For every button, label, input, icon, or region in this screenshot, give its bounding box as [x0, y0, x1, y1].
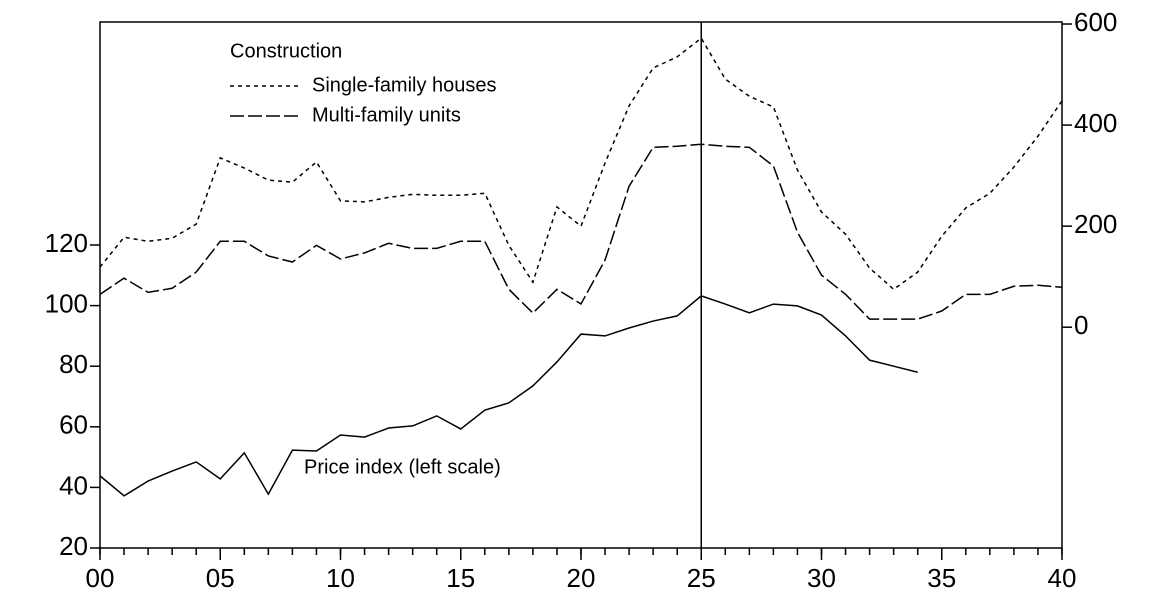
legend-label: Single-family houses	[312, 74, 497, 96]
series-line	[99, 295, 918, 497]
series-line	[99, 37, 1063, 291]
x-tick-label: 25	[687, 563, 716, 593]
x-tick-label: 10	[326, 563, 355, 593]
y-tick-label: 60	[59, 410, 88, 440]
legend-label: Multi-family units	[312, 104, 461, 126]
y2-tick-label: 600	[1074, 7, 1117, 37]
y-tick-label: 20	[59, 531, 88, 561]
y-tick-label: 120	[45, 228, 88, 258]
series-line	[99, 143, 1063, 320]
y-tick-label: 40	[59, 470, 88, 500]
y-tick-label: 100	[45, 288, 88, 318]
x-tick-label: 05	[206, 563, 235, 593]
y2-tick-label: 400	[1074, 108, 1117, 138]
y2-tick-label: 0	[1074, 310, 1088, 340]
x-tick-label: 30	[807, 563, 836, 593]
x-tick-label: 40	[1048, 563, 1077, 593]
x-tick-label: 20	[567, 563, 596, 593]
y-tick-label: 80	[59, 349, 88, 379]
legend-title: Construction	[230, 40, 342, 62]
y2-tick-label: 200	[1074, 209, 1117, 239]
x-tick-label: 15	[446, 563, 475, 593]
series-annotation: Price index (left scale)	[304, 456, 501, 478]
x-tick-label: 35	[927, 563, 956, 593]
plot-frame	[99, 21, 1063, 549]
x-tick-label: 00	[86, 563, 115, 593]
